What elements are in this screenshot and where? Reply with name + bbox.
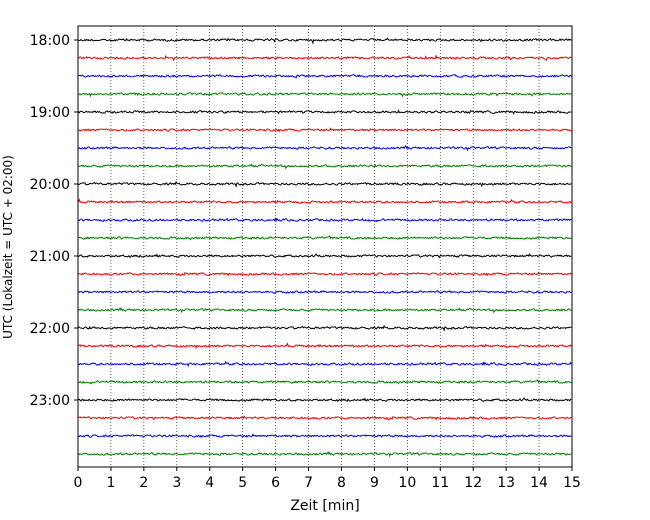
- y-axis-ticks: 18:00 19:00 20:00 21:00 22:00 23:00: [30, 33, 78, 409]
- x-tick-label-0: 0: [74, 475, 83, 491]
- trace-6: [78, 144, 572, 152]
- trace-14: [78, 290, 572, 294]
- trace-13: [78, 271, 572, 277]
- x-tick-label-3: 3: [172, 475, 181, 491]
- x-tick-label-15: 15: [563, 475, 581, 491]
- y-tick-label-20:00: 20:00: [30, 177, 70, 193]
- x-tick-label-6: 6: [271, 475, 280, 491]
- y-tick-label-22:00: 22:00: [30, 321, 70, 337]
- y-tick-label-18:00: 18:00: [30, 33, 70, 49]
- x-axis-label: Zeit [min]: [290, 498, 359, 514]
- x-tick-label-1: 1: [106, 475, 115, 491]
- y-tick-label-23:00: 23:00: [30, 393, 70, 409]
- y-tick-label-19:00: 19:00: [30, 105, 70, 121]
- x-tick-label-9: 9: [370, 475, 379, 491]
- x-tick-label-11: 11: [431, 475, 449, 491]
- trace-17: [78, 342, 572, 350]
- x-tick-label-10: 10: [398, 475, 416, 491]
- trace-1: [78, 54, 572, 62]
- x-tick-label-5: 5: [238, 475, 247, 491]
- trace-2: [78, 73, 572, 79]
- trace-15: [78, 306, 572, 314]
- trace-11: [78, 234, 572, 241]
- trace-9: [78, 198, 572, 206]
- trace-16: [78, 324, 572, 332]
- x-tick-label-7: 7: [304, 475, 313, 491]
- y-axis-label: UTC (Lokalzeit = UTC + 02:00): [1, 155, 15, 339]
- trace-10: [78, 217, 572, 223]
- y-tick-label-21:00: 21:00: [30, 249, 70, 265]
- trace-3: [78, 92, 572, 98]
- trace-18: [78, 360, 572, 368]
- x-tick-label-14: 14: [530, 475, 548, 491]
- x-tick-label-8: 8: [337, 475, 346, 491]
- trace-5: [78, 127, 572, 133]
- trace-4: [78, 109, 572, 115]
- trace-12: [78, 252, 572, 259]
- x-tick-label-2: 2: [139, 475, 148, 491]
- trace-23: [78, 450, 572, 458]
- trace-7: [78, 163, 572, 170]
- trace-22: [78, 433, 572, 439]
- trace-19: [78, 378, 572, 385]
- trace-20: [78, 396, 572, 402]
- trace-21: [78, 415, 572, 421]
- plot-frame: [77, 25, 573, 468]
- trace-0: [78, 37, 572, 45]
- x-tick-label-12: 12: [464, 475, 482, 491]
- seismic-traces: [78, 37, 572, 458]
- x-axis-ticks: 0 1 2 3 4 5 6 7 8 9 10 11 12 13 14 15: [74, 467, 581, 491]
- trace-8: [78, 180, 572, 188]
- x-tick-label-13: 13: [497, 475, 515, 491]
- x-tick-label-4: 4: [205, 475, 214, 491]
